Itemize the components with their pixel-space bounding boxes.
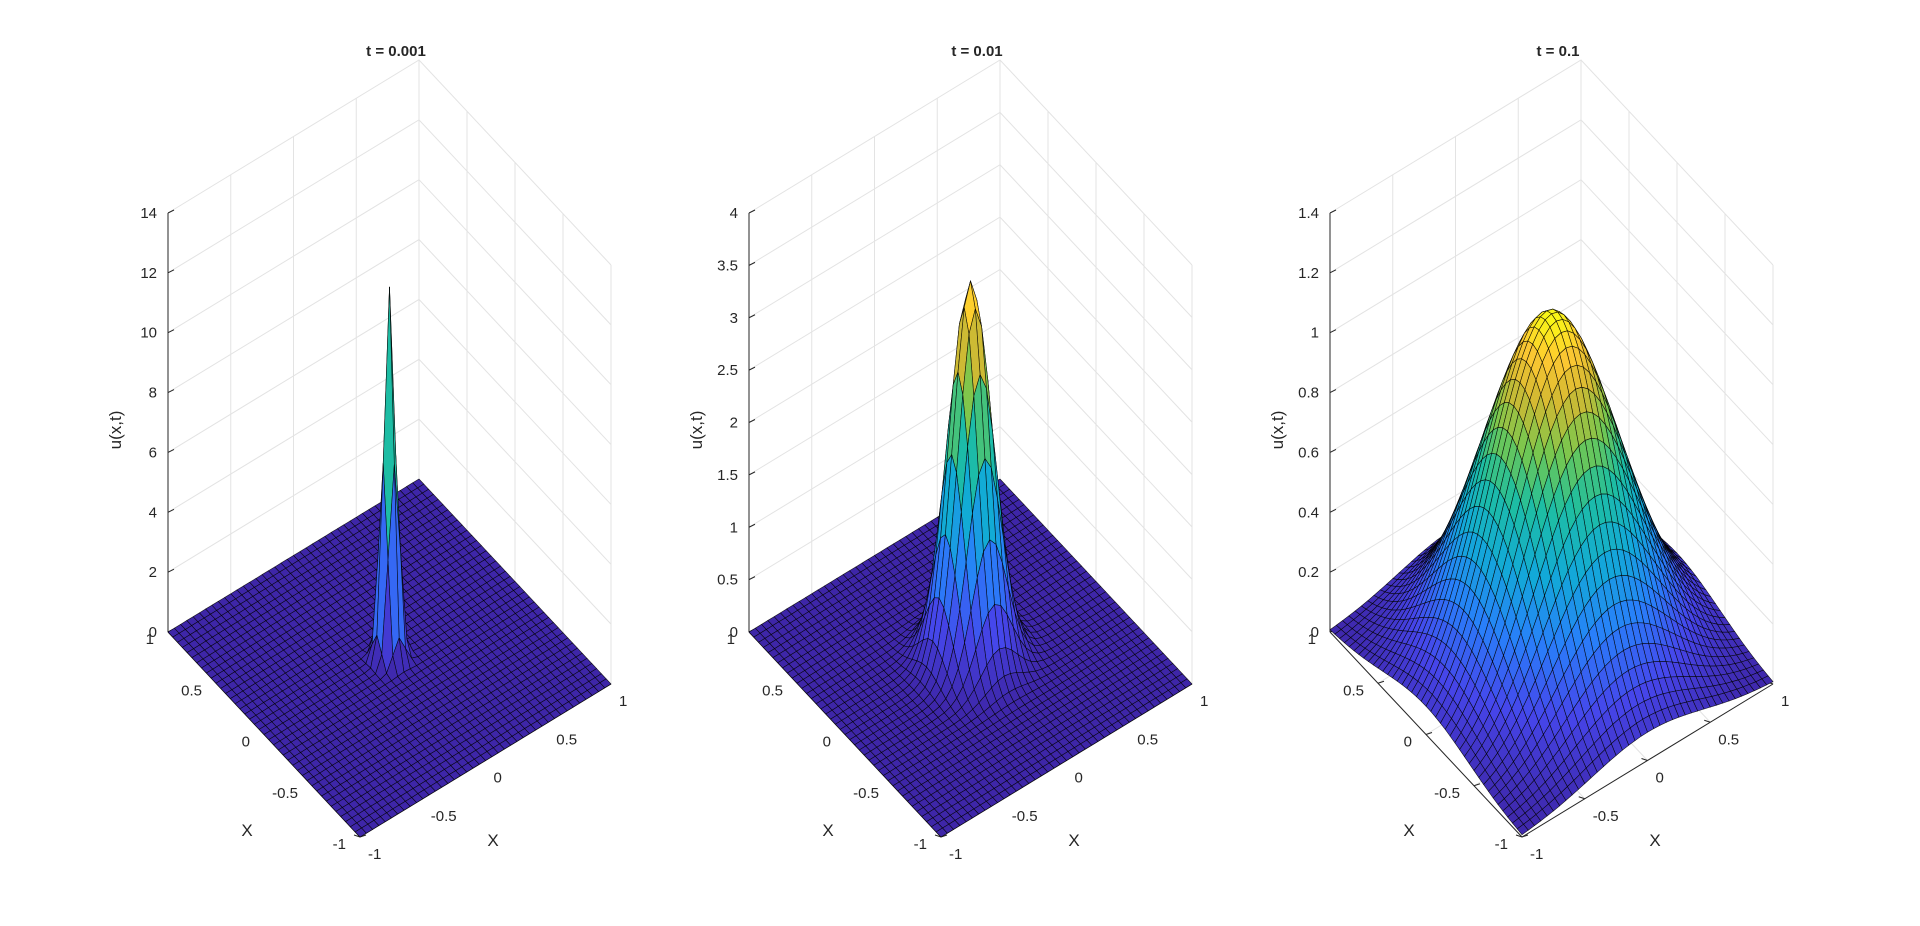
grid-line	[167, 59, 612, 266]
z-tick-mark	[167, 448, 175, 453]
y-tick-label: 1	[619, 693, 627, 710]
z-tick-label: 1.2	[1298, 265, 1319, 282]
y-tick-label: 0.5	[1718, 731, 1739, 748]
surface-mesh	[167, 286, 612, 838]
z-tick-mark	[167, 209, 175, 214]
z-tick-label: 0.8	[1298, 385, 1319, 402]
z-tick-label: 1.4	[1298, 205, 1319, 222]
y-tick-label: -0.5	[1593, 808, 1619, 825]
z-tick-label: 2	[149, 564, 157, 581]
z-tick-label: 12	[140, 265, 157, 282]
z-tick-label: 0.4	[1298, 504, 1319, 521]
z-tick-label: 0.2	[1298, 564, 1319, 581]
z-tick-mark	[167, 508, 175, 513]
x-axis-label: X	[1403, 821, 1414, 840]
z-tick-mark	[167, 568, 175, 573]
y-tick-label: -0.5	[1012, 808, 1038, 825]
grid-line	[167, 238, 612, 445]
y-tick-label: -1	[949, 846, 962, 863]
x-tick-label: -0.5	[853, 785, 879, 802]
x-tick-label: 1	[1308, 631, 1316, 648]
y-tick-label: 0	[494, 770, 502, 787]
x-tick-label: -1	[1495, 836, 1508, 853]
z-tick-label: 1	[1311, 325, 1319, 342]
z-tick-label: 1.5	[717, 467, 738, 484]
z-tick-mark	[167, 269, 175, 274]
y-tick-label: 1	[1200, 693, 1208, 710]
x-tick-label: 0.5	[1343, 682, 1364, 699]
grid-line	[167, 358, 612, 565]
x-tick-label: -1	[914, 836, 927, 853]
y-tick-label: 0.5	[556, 731, 577, 748]
z-tick-mark	[167, 389, 175, 394]
panel-title: t = 0.001	[366, 43, 426, 60]
x-tick-label: 0	[242, 734, 250, 751]
z-axis-label: u(x,t)	[1268, 411, 1287, 450]
x-tick-label: -1	[333, 836, 346, 853]
z-tick-label: 3	[730, 310, 738, 327]
x-tick-label: -0.5	[272, 785, 298, 802]
y-tick-label: -1	[368, 846, 381, 863]
x-tick-label: 1	[727, 631, 735, 648]
x-axis-label: X	[241, 821, 252, 840]
x-tick-label: 0	[1404, 734, 1412, 751]
z-axis-label: u(x,t)	[687, 411, 706, 450]
grid-line	[167, 119, 612, 326]
z-tick-label: 4	[730, 205, 738, 222]
x-tick-label: 0	[823, 734, 831, 751]
z-tick-label: 0.5	[717, 572, 738, 589]
z-tick-label: 0.6	[1298, 444, 1319, 461]
x-tick-label: -0.5	[1434, 785, 1460, 802]
y-tick-label: 0	[1075, 770, 1083, 787]
x-axis-label: X	[822, 821, 833, 840]
z-tick-label: 3.5	[717, 257, 738, 274]
z-tick-label: 2.5	[717, 362, 738, 379]
y-axis-label: X	[487, 831, 498, 850]
surface-panel-t-0.001: 0 2 4 6 8 10 12 14 -1 -0.5 0 0.5 1 -1 -0.5 0 0.5 1 t = 0.…	[106, 43, 627, 863]
grid-line	[167, 298, 612, 505]
x-tick-label: 0.5	[762, 682, 783, 699]
y-tick-mark	[353, 834, 361, 838]
y-tick-label: -1	[1530, 846, 1543, 863]
y-tick-label: -0.5	[431, 808, 457, 825]
grid-line	[167, 179, 612, 386]
z-tick-label: 1	[730, 519, 738, 536]
z-tick-mark	[167, 329, 175, 334]
z-tick-label: 4	[149, 504, 157, 521]
z-tick-label: 8	[149, 385, 157, 402]
y-tick-label: 1	[1781, 693, 1789, 710]
z-axis-label: u(x,t)	[106, 411, 125, 450]
panel-title: t = 0.01	[951, 43, 1002, 60]
y-axis-label: X	[1649, 831, 1660, 850]
y-axis-label: X	[1068, 831, 1079, 850]
x-tick-label: 0.5	[181, 682, 202, 699]
z-tick-label: 2	[730, 415, 738, 432]
z-tick-label: 14	[140, 205, 157, 222]
z-tick-label: 0	[149, 624, 157, 641]
x-tick-label: 1	[146, 631, 154, 648]
z-tick-label: 10	[140, 325, 157, 342]
grid-line	[167, 418, 612, 625]
panel-title: t = 0.1	[1537, 43, 1580, 60]
z-tick-label: 6	[149, 444, 157, 461]
y-tick-label: 0	[1656, 770, 1664, 787]
y-tick-label: 0.5	[1137, 731, 1158, 748]
